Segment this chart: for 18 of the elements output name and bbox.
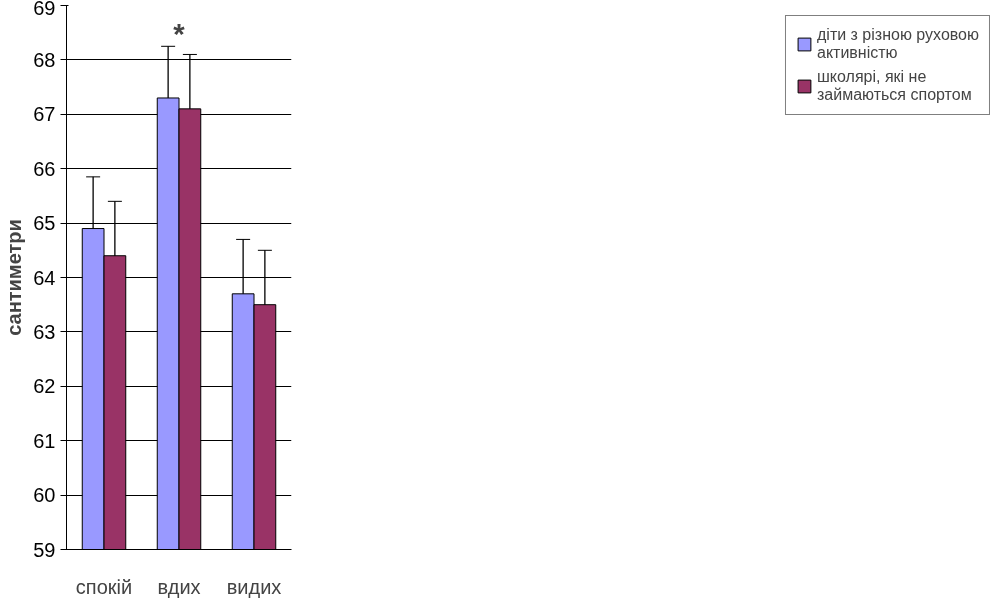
y-tick-label: 63 bbox=[33, 320, 56, 343]
y-tick-label: 67 bbox=[33, 103, 56, 126]
legend-label: діти з різною руховою активністю bbox=[816, 26, 979, 62]
y-tick-label: 62 bbox=[33, 375, 56, 398]
y-tick-label: 61 bbox=[33, 429, 56, 452]
annotation: * bbox=[173, 17, 186, 50]
y-tick-label: 66 bbox=[33, 157, 56, 180]
x-tick-label: вдих bbox=[157, 575, 201, 598]
legend-label: школярі, які не займаються спортом bbox=[816, 68, 972, 104]
x-tick-label: спокій bbox=[75, 575, 133, 598]
x-tick-label: видих bbox=[226, 575, 282, 598]
y-tick-label: 60 bbox=[33, 484, 56, 507]
y-tick-label: 68 bbox=[33, 48, 56, 71]
y-tick-label: 59 bbox=[33, 538, 56, 561]
y-tick-label: 65 bbox=[33, 212, 56, 235]
y-tick-label: 64 bbox=[33, 266, 56, 289]
y-axis-title: сантиметри bbox=[3, 219, 26, 336]
y-tick-label: 69 bbox=[33, 0, 56, 19]
